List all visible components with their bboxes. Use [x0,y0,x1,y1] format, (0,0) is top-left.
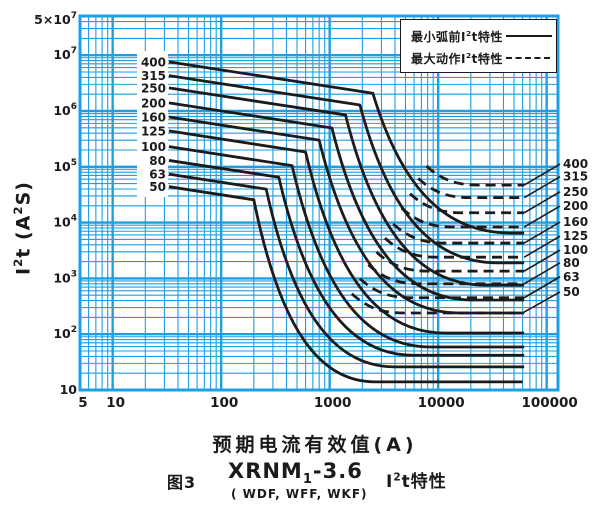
curve-dashed-125 [383,237,525,259]
x-tick-10000: 10000 [418,395,465,411]
left-label-backdrop [137,51,168,197]
x-tick-10: 10 [106,395,125,411]
legend: 最小弧前I2t特性 最大动作I2t特性 [400,19,557,73]
rating-label-right-200: 200 [563,199,588,213]
leader-line-250 [523,191,561,214]
leader-line-315 [523,175,561,199]
leader-line-125 [523,235,561,258]
legend-item-min-prearc: 最小弧前I2t特性 [411,25,556,47]
curve-dashed-80 [367,263,525,286]
y-tick-104: 104 [53,214,77,230]
rating-label-right-160: 160 [563,215,588,229]
leader-line-63 [523,276,561,299]
rating-label-left-100: 100 [141,140,166,154]
rating-label-left-125: 125 [141,124,166,138]
y-axis-title: I2t (A2S) [11,181,35,275]
curve-dashed-250 [409,192,525,215]
legend-label: 最大动作I2t特性 [411,50,503,66]
model-variants: ( WDF, WFF, WKF) [231,487,368,501]
x-tick-100000: 100000 [521,395,577,411]
curve-solid-400 [168,60,525,235]
y-tick-106: 106 [53,102,77,118]
y-tick-105: 105 [53,158,77,174]
curve-solid-50 [168,185,523,384]
legend-label: 最小弧前I2t特性 [411,28,503,44]
curve-dashed-63 [358,277,525,300]
max-operating-curves [350,165,525,315]
curve-dashed-160 [392,222,525,245]
curve-solid-100 [168,145,525,349]
curve-dashed-200 [400,206,525,229]
curve-solid-250 [168,86,525,287]
figure-number: 图3 [167,473,197,492]
plot-border [78,14,560,392]
leader-lines [522,163,561,314]
curve-solid-63 [168,172,525,369]
leader-line-160 [523,221,561,244]
curve-dashed-315 [417,177,525,200]
curve-labels: 4004003153152502502002001601601251251001… [137,51,588,299]
rating-label-left-80: 80 [149,154,166,168]
rating-label-right-80: 80 [563,256,580,270]
rating-label-right-315: 315 [563,170,588,184]
rating-label-right-100: 100 [563,243,588,257]
rating-label-left-160: 160 [141,111,166,125]
curve-solid-125 [168,129,525,335]
rating-label-right-400: 400 [563,157,588,171]
leader-line-200 [523,205,561,228]
y-tick-10: 10 [60,382,78,397]
rating-label-left-315: 315 [141,69,166,83]
curve-dashed-50 [350,292,523,315]
x-tick-1000: 1000 [314,395,352,411]
y-tick-103: 103 [53,269,77,285]
x-axis-title: 预期电流有效值(A) [212,434,418,456]
rating-label-right-63: 63 [563,270,580,284]
rating-label-left-400: 400 [141,55,166,69]
rating-label-right-250: 250 [563,185,588,199]
y-tick-107: 107 [53,46,77,62]
characteristic-title: I2t特性 [386,471,447,492]
rating-label-left-50: 50 [149,180,166,194]
min-prearc-curves [168,60,525,384]
dashed-line-sample-icon [505,57,550,59]
plot-frame [78,14,560,392]
curve-solid-315 [168,74,525,265]
curve-dashed-400 [425,165,525,187]
y-tick-102: 102 [53,325,77,341]
leader-line-50 [522,291,561,314]
curve-solid-80 [168,159,525,357]
rating-label-left-200: 200 [141,96,166,110]
leader-line-400 [523,163,561,186]
x-tick-100: 100 [210,395,238,411]
curve-solid-160 [168,115,525,315]
model-designation: XRNM1-3.6 [228,459,363,488]
leader-line-100 [523,249,561,272]
solid-line-sample-icon [505,35,552,37]
rating-label-left-63: 63 [149,168,166,182]
rating-label-right-50: 50 [563,285,580,299]
legend-item-max-operating: 最大动作I2t特性 [411,47,556,69]
rating-label-right-125: 125 [563,229,588,243]
curve-dashed-100 [375,250,525,273]
x-tick-5: 5 [78,395,87,411]
y-tick-5×107: 5×107 [34,11,77,27]
rating-label-left-250: 250 [141,81,166,95]
leader-line-80 [523,262,561,285]
